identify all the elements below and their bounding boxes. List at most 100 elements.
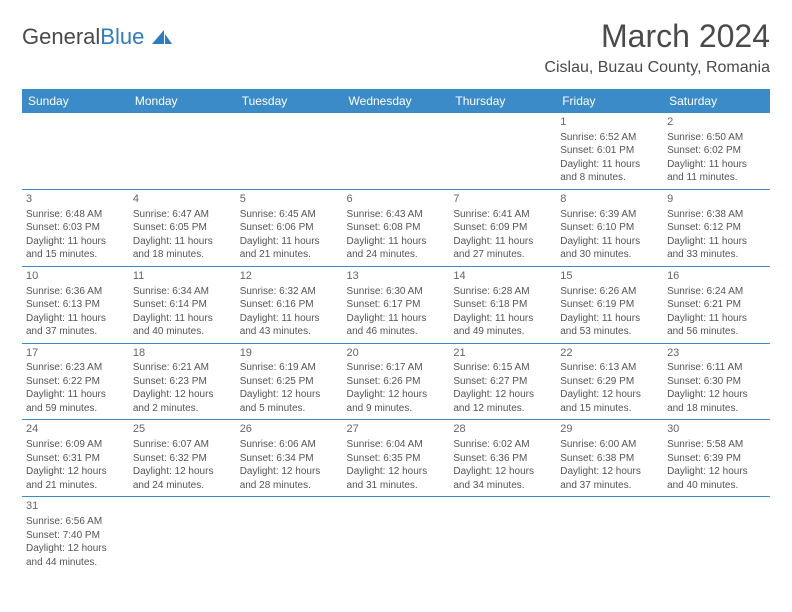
sunset-line: Sunset: 6:38 PM [560,452,659,466]
calendar-day-cell: 3Sunrise: 6:48 AMSunset: 6:03 PMDaylight… [22,189,129,266]
calendar-day-cell: 1Sunrise: 6:52 AMSunset: 6:01 PMDaylight… [556,113,663,189]
calendar-day-cell: 4Sunrise: 6:47 AMSunset: 6:05 PMDaylight… [129,189,236,266]
day-header: Wednesday [343,89,450,113]
daylight-line-1: Daylight: 11 hours [240,235,339,249]
sunrise-line: Sunrise: 6:41 AM [453,208,552,222]
calendar-empty-cell [22,113,129,189]
daylight-line-1: Daylight: 11 hours [560,312,659,326]
calendar-week-row: 17Sunrise: 6:23 AMSunset: 6:22 PMDayligh… [22,343,770,420]
day-number: 4 [133,192,232,207]
day-number: 28 [453,422,552,437]
calendar-day-cell: 27Sunrise: 6:04 AMSunset: 6:35 PMDayligh… [343,420,450,497]
daylight-line-1: Daylight: 11 hours [347,235,446,249]
day-number: 15 [560,269,659,284]
sunset-line: Sunset: 6:05 PM [133,221,232,235]
calendar-week-row: 24Sunrise: 6:09 AMSunset: 6:31 PMDayligh… [22,420,770,497]
calendar-day-cell: 18Sunrise: 6:21 AMSunset: 6:23 PMDayligh… [129,343,236,420]
sunrise-line: Sunrise: 6:45 AM [240,208,339,222]
calendar-day-cell: 26Sunrise: 6:06 AMSunset: 6:34 PMDayligh… [236,420,343,497]
sunrise-line: Sunrise: 6:07 AM [133,438,232,452]
daylight-line-2: and 33 minutes. [667,248,766,262]
day-number: 8 [560,192,659,207]
sunrise-line: Sunrise: 6:28 AM [453,285,552,299]
logo-text-a: General [22,24,100,50]
daylight-line-1: Daylight: 11 hours [347,312,446,326]
day-number: 18 [133,346,232,361]
daylight-line-1: Daylight: 11 hours [560,235,659,249]
calendar-week-row: 3Sunrise: 6:48 AMSunset: 6:03 PMDaylight… [22,189,770,266]
calendar-day-cell: 6Sunrise: 6:43 AMSunset: 6:08 PMDaylight… [343,189,450,266]
sunset-line: Sunset: 6:03 PM [26,221,125,235]
sunrise-line: Sunrise: 6:38 AM [667,208,766,222]
daylight-line-2: and 21 minutes. [240,248,339,262]
sunset-line: Sunset: 6:12 PM [667,221,766,235]
daylight-line-2: and 37 minutes. [26,325,125,339]
sunrise-line: Sunrise: 6:30 AM [347,285,446,299]
sunrise-line: Sunrise: 6:04 AM [347,438,446,452]
day-number: 10 [26,269,125,284]
day-number: 1 [560,115,659,130]
calendar-day-cell: 12Sunrise: 6:32 AMSunset: 6:16 PMDayligh… [236,266,343,343]
daylight-line-2: and 53 minutes. [560,325,659,339]
daylight-line-2: and 27 minutes. [453,248,552,262]
sunrise-line: Sunrise: 6:34 AM [133,285,232,299]
sunrise-line: Sunrise: 6:00 AM [560,438,659,452]
daylight-line-1: Daylight: 12 hours [347,465,446,479]
daylight-line-2: and 21 minutes. [26,479,125,493]
day-number: 9 [667,192,766,207]
daylight-line-1: Daylight: 12 hours [667,388,766,402]
daylight-line-2: and 59 minutes. [26,402,125,416]
calendar-table: SundayMondayTuesdayWednesdayThursdayFrid… [22,89,770,573]
sunrise-line: Sunrise: 6:13 AM [560,361,659,375]
sunrise-line: Sunrise: 6:02 AM [453,438,552,452]
calendar-day-cell: 21Sunrise: 6:15 AMSunset: 6:27 PMDayligh… [449,343,556,420]
day-number: 11 [133,269,232,284]
location-text: Cislau, Buzau County, Romania [544,59,770,77]
sunrise-line: Sunrise: 6:32 AM [240,285,339,299]
daylight-line-1: Daylight: 11 hours [667,312,766,326]
daylight-line-1: Daylight: 12 hours [347,388,446,402]
daylight-line-1: Daylight: 12 hours [453,465,552,479]
day-number: 3 [26,192,125,207]
sunset-line: Sunset: 6:39 PM [667,452,766,466]
sunset-line: Sunset: 6:29 PM [560,375,659,389]
day-number: 5 [240,192,339,207]
calendar-day-cell: 24Sunrise: 6:09 AMSunset: 6:31 PMDayligh… [22,420,129,497]
daylight-line-1: Daylight: 11 hours [560,158,659,172]
daylight-line-2: and 40 minutes. [133,325,232,339]
day-number: 29 [560,422,659,437]
sunset-line: Sunset: 6:01 PM [560,144,659,158]
logo: GeneralBlue [22,24,174,50]
calendar-day-cell: 7Sunrise: 6:41 AMSunset: 6:09 PMDaylight… [449,189,556,266]
calendar-day-cell: 22Sunrise: 6:13 AMSunset: 6:29 PMDayligh… [556,343,663,420]
day-number: 2 [667,115,766,130]
sunset-line: Sunset: 6:25 PM [240,375,339,389]
sunset-line: Sunset: 6:26 PM [347,375,446,389]
daylight-line-2: and 31 minutes. [347,479,446,493]
daylight-line-1: Daylight: 11 hours [26,388,125,402]
sunrise-line: Sunrise: 6:11 AM [667,361,766,375]
calendar-day-cell: 30Sunrise: 5:58 AMSunset: 6:39 PMDayligh… [663,420,770,497]
calendar-empty-cell [663,497,770,573]
sunset-line: Sunset: 6:34 PM [240,452,339,466]
calendar-day-cell: 31Sunrise: 6:56 AMSunset: 7:40 PMDayligh… [22,497,129,573]
calendar-day-cell: 19Sunrise: 6:19 AMSunset: 6:25 PMDayligh… [236,343,343,420]
calendar-day-cell: 13Sunrise: 6:30 AMSunset: 6:17 PMDayligh… [343,266,450,343]
sunrise-line: Sunrise: 6:52 AM [560,131,659,145]
day-header: Saturday [663,89,770,113]
daylight-line-2: and 15 minutes. [560,402,659,416]
calendar-empty-cell [129,497,236,573]
sunset-line: Sunset: 6:09 PM [453,221,552,235]
sunrise-line: Sunrise: 6:06 AM [240,438,339,452]
daylight-line-2: and 15 minutes. [26,248,125,262]
daylight-line-2: and 9 minutes. [347,402,446,416]
day-header: Friday [556,89,663,113]
daylight-line-1: Daylight: 11 hours [26,235,125,249]
daylight-line-2: and 44 minutes. [26,556,125,570]
calendar-day-cell: 9Sunrise: 6:38 AMSunset: 6:12 PMDaylight… [663,189,770,266]
daylight-line-2: and 34 minutes. [453,479,552,493]
daylight-line-1: Daylight: 12 hours [560,388,659,402]
calendar-day-cell: 2Sunrise: 6:50 AMSunset: 6:02 PMDaylight… [663,113,770,189]
sunset-line: Sunset: 6:06 PM [240,221,339,235]
daylight-line-1: Daylight: 12 hours [560,465,659,479]
